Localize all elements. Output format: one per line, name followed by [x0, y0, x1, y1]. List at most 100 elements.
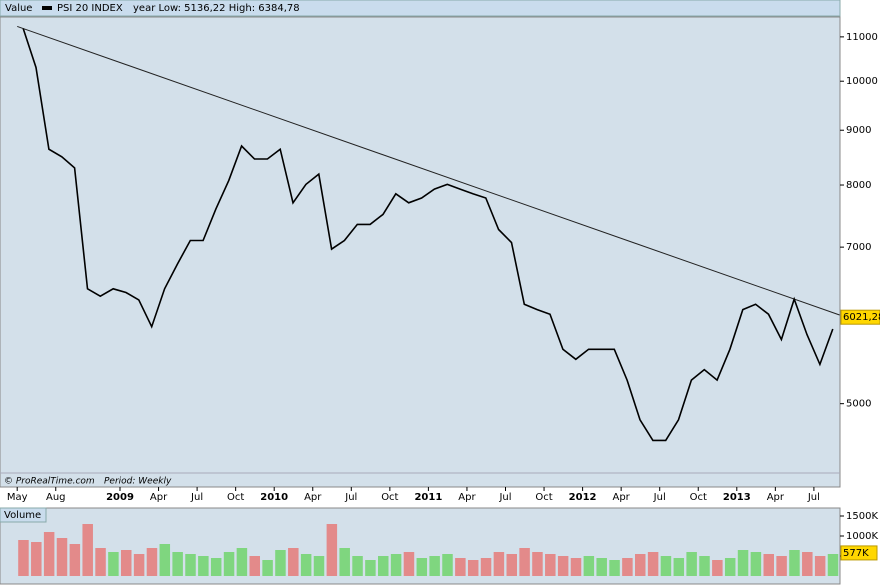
x-tick-label: Aug [46, 492, 66, 503]
volume-bar [210, 558, 222, 576]
volume-bar [121, 550, 132, 576]
volume-bar [647, 552, 659, 576]
y-tick-label: 9000 [846, 125, 871, 136]
y-tick-label: 7000 [846, 242, 871, 253]
x-tick-label: Apr [150, 492, 168, 503]
volume-bar [442, 554, 453, 576]
header-name: PSI 20 INDEX [57, 3, 123, 14]
x-tick-label: 2013 [723, 492, 751, 503]
volume-bar [802, 552, 813, 576]
x-tick-label: Oct [690, 492, 707, 503]
volume-bar [545, 554, 556, 576]
volume-bar [557, 556, 569, 576]
volume-bar [223, 552, 235, 576]
volume-bar [455, 558, 466, 576]
x-tick-label: May [7, 492, 28, 503]
volume-bar [236, 548, 248, 576]
volume-bar [352, 556, 363, 576]
volume-last-label: 577K [843, 548, 869, 559]
volume-bar [31, 542, 42, 576]
header-label: Value [5, 3, 32, 14]
volume-bar [776, 556, 787, 576]
volume-title-box [0, 507, 47, 523]
volume-tick-label: 1000K [846, 531, 878, 542]
x-tick-label: Jul [807, 492, 820, 503]
trendline [17, 25, 840, 316]
last-value-box [840, 309, 880, 325]
volume-bar [532, 552, 543, 576]
volume-bar [159, 544, 171, 576]
volume-bar [378, 556, 389, 576]
volume-bar [519, 548, 530, 576]
y-tick-label: 11000 [846, 32, 878, 43]
volume-tick-label: 1500K [846, 511, 878, 522]
volume-bar [814, 556, 826, 576]
volume-bar [95, 548, 106, 576]
volume-bar [699, 556, 710, 576]
legend-swatch [42, 6, 52, 10]
x-tick-label: Oct [227, 492, 244, 503]
x-tick-label: Apr [304, 492, 322, 503]
x-tick-label: Jul [653, 492, 666, 503]
volume-bar [249, 556, 260, 576]
x-tick-label: 2012 [569, 492, 597, 503]
price-line [22, 28, 834, 442]
volume-bar [56, 538, 68, 576]
volume-bar [609, 560, 620, 576]
volume-bar [313, 556, 325, 576]
x-tick-label: Apr [612, 492, 630, 503]
volume-bar [108, 552, 119, 576]
volume-bar [429, 556, 440, 576]
x-tick-label: 2010 [260, 492, 288, 503]
header-range: year Low: 5136,22 High: 6384,78 [133, 3, 300, 14]
period: Period: Weekly [104, 477, 172, 487]
x-tick-label: 2011 [414, 492, 442, 503]
volume-bar [288, 548, 299, 576]
volume-bar [365, 560, 376, 576]
volume-bar [18, 540, 29, 576]
volume-bar [750, 552, 762, 576]
volume-bar [43, 532, 55, 576]
volume-bar [724, 558, 736, 576]
volume-bar [172, 552, 183, 576]
volume-bar [326, 524, 338, 576]
x-tick-label: Apr [458, 492, 476, 503]
volume-bar [146, 548, 158, 576]
y-tick-label: 5000 [846, 399, 871, 410]
x-tick-label: 2009 [106, 492, 134, 503]
volume-bar [570, 558, 582, 576]
volume-bar [82, 524, 93, 576]
volume-bar [339, 548, 350, 576]
volume-bar [635, 554, 646, 576]
volume-bar [673, 558, 685, 576]
x-tick-label: Jul [190, 492, 203, 503]
volume-bar [275, 550, 286, 576]
x-tick-label: Oct [381, 492, 398, 503]
volume-bar [480, 558, 492, 576]
volume-bar [712, 560, 723, 576]
volume-bar [660, 556, 672, 576]
volume-title: Volume [4, 510, 41, 521]
volume-bar [622, 558, 633, 576]
volume-bar [300, 554, 312, 576]
volume-bar [198, 556, 209, 576]
x-tick-label: Jul [498, 492, 511, 503]
price-pane [0, 16, 841, 488]
volume-bar [262, 560, 273, 576]
volume-bar [763, 554, 774, 576]
last-value-label: 6021,28 [843, 312, 880, 323]
volume-bar [583, 556, 595, 576]
x-tick-label: Apr [767, 492, 785, 503]
y-tick-label: 10000 [846, 76, 878, 87]
volume-last-box [840, 545, 878, 561]
source: © ProRealTime.com [4, 477, 95, 487]
volume-bar [506, 554, 517, 576]
volume-bar [467, 560, 479, 576]
volume-bar [596, 558, 607, 576]
volume-bar [390, 554, 402, 576]
y-tick-label: 8000 [846, 180, 871, 191]
volume-bar [789, 550, 800, 576]
volume-bar [403, 552, 415, 576]
volume-bar [737, 550, 749, 576]
